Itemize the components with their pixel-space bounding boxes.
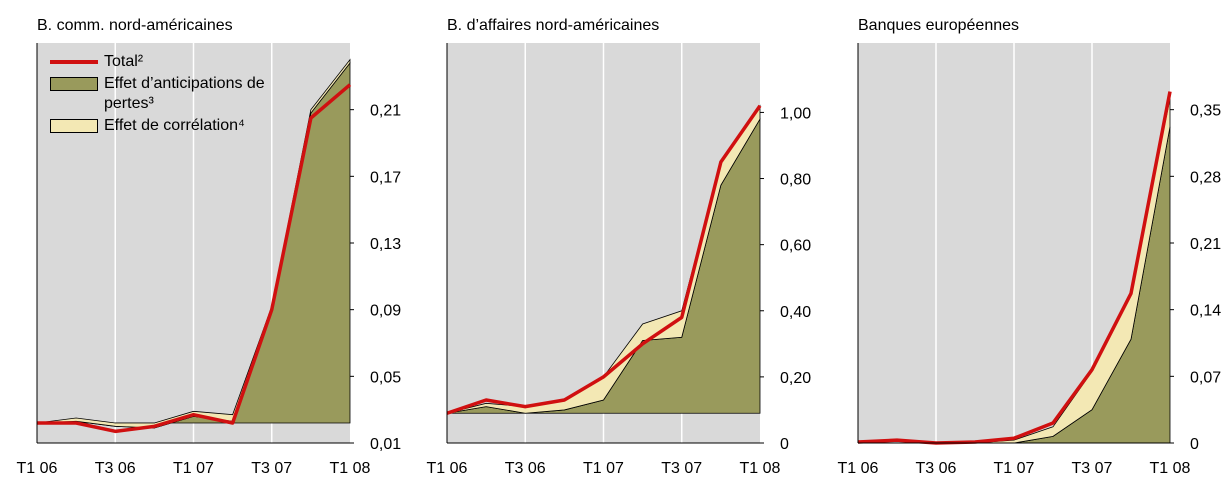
legend-item: Effet d’anticipations de pertes³ [50,74,294,114]
y-tick-label: 0,28 [1190,169,1221,186]
y-tick-label: 0,14 [1190,303,1221,320]
x-tick-label: T3 06 [95,460,136,477]
x-tick-label: T3 07 [1072,460,1113,477]
legend-item: Effet de corrélation⁴ [50,116,294,136]
x-tick-label: T1 06 [17,460,58,477]
chart-title: B. comm. nord-américaines [37,17,233,34]
legend-swatch [50,77,98,91]
y-tick-label: 0,21 [370,103,401,120]
legend: Total² Effet d’anticipations de pertes³ Ef… [50,52,294,138]
x-tick-label: T1 08 [740,460,781,477]
x-tick-label: T1 06 [838,460,879,477]
legend-label: Effet d’anticipations de pertes³ [104,75,265,112]
y-tick-label: 1,00 [780,105,811,122]
x-tick-label: T1 07 [994,460,1035,477]
y-tick-label: 0,17 [370,169,401,186]
legend-swatch [50,60,98,64]
line [857,91,1172,445]
chart-title: Banques européennes [858,17,1019,34]
y-tick-label: 0 [1190,436,1199,453]
legend-swatch [50,119,98,133]
x-tick-label: T3 06 [916,460,957,477]
y-tick-label: 0,35 [1190,103,1221,120]
legend-label: Total² [104,53,144,70]
y-tick-label: 0,09 [370,303,401,320]
legend-label: Effet de corrélation⁴ [104,117,245,134]
y-tick-label: 0,07 [1190,369,1221,386]
y-tick-label: 0,05 [370,369,401,386]
x-tick-label: T1 08 [1150,460,1191,477]
y-tick-label: 0,60 [780,238,811,255]
x-tick-label: T1 07 [173,460,214,477]
x-tick-label: T3 06 [505,460,546,477]
line [446,104,762,415]
y-tick-label: 0,01 [370,436,401,453]
x-tick-label: T1 07 [583,460,624,477]
y-tick-label: 0,20 [780,370,811,387]
line [37,83,352,434]
y-tick-label: 0,13 [370,236,401,253]
chart-title: B. d’affaires nord-américaines [447,17,659,34]
x-tick-label: T3 07 [251,460,292,477]
y-tick-label: 0,40 [780,304,811,321]
x-tick-label: T3 07 [661,460,702,477]
y-tick-label: 0 [780,436,789,453]
x-tick-label: T1 06 [427,460,468,477]
y-tick-label: 0,21 [1190,236,1221,253]
x-tick-label: T1 08 [330,460,371,477]
legend-item: Total² [50,52,294,72]
y-tick-label: 0,80 [780,172,811,189]
